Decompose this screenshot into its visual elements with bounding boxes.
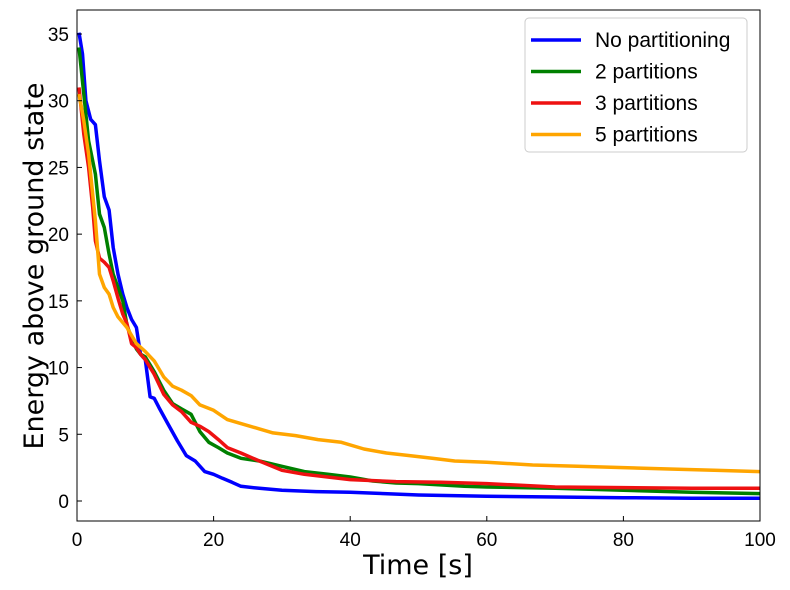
series-line-1: [77, 32, 760, 501]
ticks-layer: 0 20 40 60 80 100 0 5 10 15 20 25 30 35: [48, 25, 776, 551]
plot-frame: [76, 9, 761, 522]
x-axis-label: Time [s]: [362, 550, 473, 581]
x-tick-label: 100: [744, 530, 776, 551]
legend-label-3: 3 partitions: [595, 92, 698, 115]
y-tick-label: 10: [48, 359, 69, 380]
y-tick-label: 5: [58, 425, 69, 446]
series-line-4: [77, 93, 760, 474]
series-layer: [77, 32, 760, 501]
series-line-3: [77, 87, 760, 491]
legend-box: [524, 17, 748, 153]
y-tick-label: 25: [48, 158, 69, 179]
y-tick-label: 35: [48, 25, 69, 46]
y-tick-label: 0: [58, 492, 69, 513]
y-tick-label: 15: [48, 292, 69, 313]
y-tick-label: 20: [48, 225, 69, 246]
x-tick-label: 20: [203, 530, 224, 551]
legend-label-4: 5 partitions: [595, 124, 698, 147]
legend-label-1: No partitioning: [595, 29, 730, 52]
x-tick-label: 80: [613, 530, 634, 551]
x-tick-label: 0: [72, 530, 83, 551]
x-tick-label: 60: [476, 530, 497, 551]
legend-label-2: 2 partitions: [595, 61, 698, 84]
x-tick-label: 40: [340, 530, 361, 551]
y-tick-label: 30: [48, 92, 69, 113]
legend: No partitioning 2 partitions 3 partitions 5…: [524, 17, 748, 153]
y-axis-label: Energy above ground state: [19, 83, 50, 450]
